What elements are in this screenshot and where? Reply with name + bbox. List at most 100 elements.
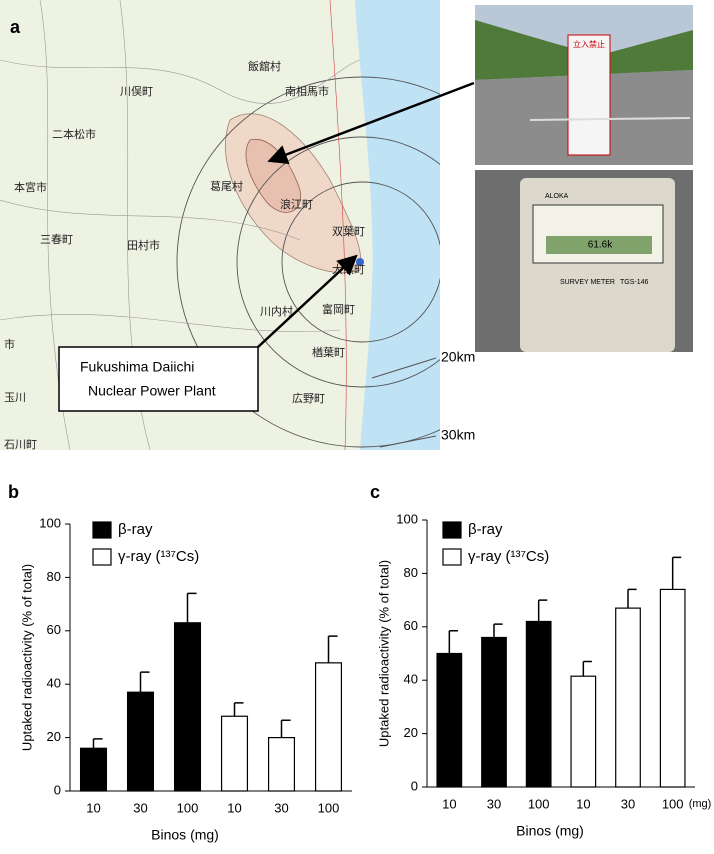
arrow [267, 81, 475, 165]
callout-text: Nuclear Power Plant [88, 383, 216, 399]
x-tick-label: 100 [662, 796, 684, 811]
y-tick-label: 40 [47, 676, 61, 691]
bar [314, 662, 343, 792]
photo-road: 立入禁止 [475, 5, 693, 165]
place-label: 田村市 [127, 238, 160, 252]
callout-box [58, 346, 259, 412]
meter-text: SURVEY METER [560, 279, 615, 286]
arrow [257, 254, 358, 348]
x-tick-label: 10 [576, 796, 590, 811]
bar [570, 675, 597, 788]
bar [525, 620, 552, 788]
error-bar [627, 588, 637, 609]
legend-swatch [92, 521, 112, 539]
x-tick-label: 30 [133, 800, 147, 815]
radius-label: 20km [441, 349, 475, 365]
place-label: 本宮市 [14, 180, 47, 194]
leader [379, 435, 437, 448]
error-bar [92, 738, 103, 749]
error-bar [233, 702, 244, 717]
y-tick-label: 80 [404, 565, 418, 580]
legend-label: γ-ray (¹³⁷Cs) [118, 548, 199, 565]
y-axis-label: Uptaked radioactivity (% of total) [376, 560, 391, 747]
x-tick-label: 10 [86, 800, 100, 815]
roads [0, 0, 361, 450]
error-bar [448, 630, 458, 654]
error-bar [139, 671, 150, 693]
bar [481, 636, 507, 788]
error-bar [327, 635, 338, 663]
callout-text: Fukushima Daiichi [80, 359, 194, 375]
x-axis-label: Binos (mg) [516, 823, 584, 839]
y-tick-label: 40 [404, 672, 418, 687]
y-tick-label: 60 [404, 618, 418, 633]
legend-swatch [92, 548, 112, 566]
y-axis-label: Uptaked radioactivity (% of total) [19, 564, 34, 751]
x-axis-label: Binos (mg) [151, 827, 219, 843]
x-tick-label: 100 [177, 800, 199, 815]
x-unit-label: (mg) [689, 798, 712, 810]
legend-swatch [442, 548, 462, 566]
legend-swatch [442, 521, 462, 539]
place-label: 楢葉町 [312, 345, 345, 359]
panel-label: b [8, 482, 19, 502]
place-label: 市 [4, 337, 15, 351]
x-tick-label: 30 [621, 796, 635, 811]
radius-30km [176, 76, 440, 448]
place-labels: 飯舘村 南相馬市 川俣町 二本松市 葛尾村 浪江町 本宮市 双葉町 三春町 田村… [4, 59, 365, 451]
place-label: 飯舘村 [248, 59, 281, 73]
y-tick-label: 100 [396, 511, 418, 526]
bar [659, 588, 686, 788]
radius-20km [236, 136, 440, 388]
x-tick-label: 30 [487, 796, 501, 811]
y-tick-label: 0 [54, 782, 61, 797]
place-label: 川内村 [260, 304, 293, 318]
bar [220, 715, 249, 792]
place-label: 浪江町 [280, 197, 313, 211]
sign-text: 立入禁止 [573, 39, 605, 49]
place-label: 葛尾村 [210, 179, 243, 193]
place-label: 南相馬市 [285, 84, 329, 98]
meter-text: TGS-146 [620, 279, 649, 286]
y-tick-label: 80 [47, 569, 61, 584]
y-tick-label: 0 [411, 778, 418, 793]
x-tick-label: 10 [227, 800, 241, 815]
bar [615, 607, 641, 788]
x-tick-label: 10 [442, 796, 456, 811]
x-tick-label: 100 [318, 800, 340, 815]
meter-text: ALOKA [545, 193, 569, 200]
place-label: 玉川 [4, 392, 26, 404]
legend-label: β-ray [468, 521, 503, 538]
place-label: 富岡町 [322, 302, 355, 316]
panel-label: a [10, 17, 21, 37]
y-tick-label: 60 [47, 622, 61, 637]
place-label: 双葉町 [332, 224, 365, 238]
error-bar [671, 556, 682, 590]
sea [355, 0, 440, 450]
legend-label: γ-ray (¹³⁷Cs) [468, 548, 549, 565]
bar [79, 747, 108, 792]
x-tick-label: 30 [274, 800, 288, 815]
photo-meter: 61.6k ALOKA SURVEY METER TGS-146 [475, 170, 693, 352]
error-bar [582, 660, 592, 677]
radius-label: 30km [441, 427, 475, 443]
bar [436, 652, 463, 788]
error-bar [537, 599, 548, 622]
y-tick-label: 20 [404, 725, 418, 740]
place-label: 三春町 [40, 233, 73, 246]
plant-marker [356, 258, 364, 266]
bar [173, 622, 202, 792]
x-tick-label: 100 [528, 796, 550, 811]
place-label: 広野町 [292, 392, 325, 405]
place-label: 二本松市 [52, 127, 96, 141]
radius-ring [281, 181, 440, 343]
error-bar [280, 719, 291, 738]
error-bar [186, 592, 197, 623]
meter-text: 61.6k [588, 240, 613, 251]
bar [267, 736, 296, 792]
bar [126, 691, 155, 792]
panel-label: c [370, 482, 380, 502]
y-tick-label: 20 [47, 729, 61, 744]
